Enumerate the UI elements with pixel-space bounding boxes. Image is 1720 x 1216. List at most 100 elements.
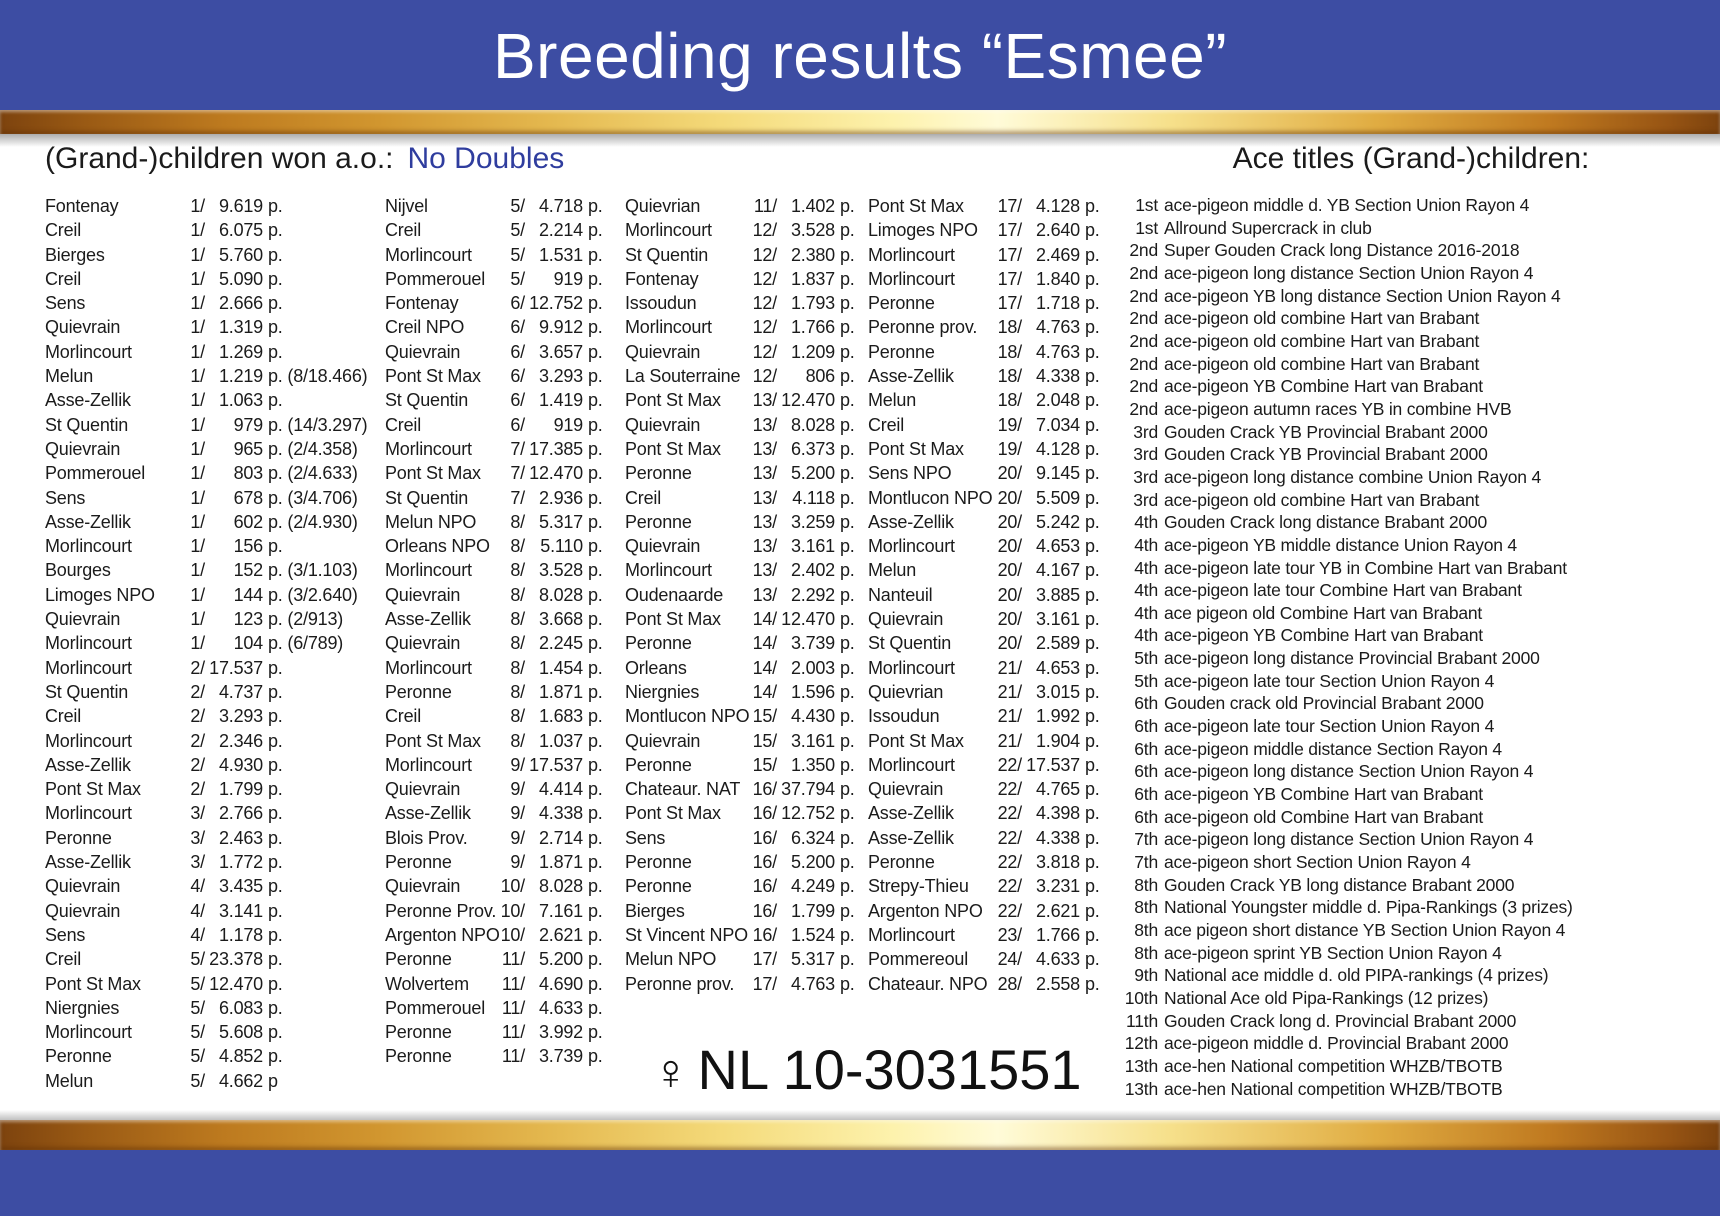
prize-place: 2/ xyxy=(190,730,205,751)
result-row: Niergnies 14/ 1.596 p. xyxy=(625,680,868,704)
count-suffix: p. xyxy=(588,584,603,605)
race-name: Bierges xyxy=(45,244,105,265)
ace-title-text: ace-pigeon old combine Hart van Brabant xyxy=(1164,330,1480,351)
prize-place: 18/ xyxy=(997,390,1023,411)
race-name: Creil xyxy=(45,949,82,970)
ace-ordinal: 8th xyxy=(1134,874,1158,895)
result-row: St Quentin 12/ 2.380 p. xyxy=(625,243,868,267)
prize-place: 13/ xyxy=(752,390,778,411)
prize-place: 4/ xyxy=(190,876,205,897)
prize-place: 6/ xyxy=(510,414,525,435)
count-suffix: p. xyxy=(840,949,855,970)
count-suffix: p. xyxy=(588,997,603,1018)
ace-ordinal: 2nd xyxy=(1129,285,1158,306)
race-name: Morlincourt xyxy=(625,317,712,338)
result-row: Pont St Max 13/ 12.470 p. xyxy=(625,388,868,412)
race-name: Morlincourt xyxy=(868,268,955,289)
count-suffix: p. xyxy=(268,900,283,921)
pigeon-count: 156 xyxy=(233,536,264,557)
race-name: Pont St Max xyxy=(625,803,721,824)
race-name: Pommereoul xyxy=(868,949,969,970)
result-row: Creil 13/ 4.118 p. xyxy=(625,486,868,510)
pigeon-count: 2.621 xyxy=(1035,900,1080,921)
pigeon-count: 3.161 xyxy=(1035,609,1080,630)
race-name: Asse-Zellik xyxy=(868,366,954,387)
race-name: Quievrain xyxy=(625,341,701,362)
prize-place: 22/ xyxy=(997,754,1023,775)
prize-place: 20/ xyxy=(997,584,1023,605)
prize-place: 18/ xyxy=(997,366,1023,387)
race-name: Asse-Zellik xyxy=(868,803,954,824)
race-name: Morlincourt xyxy=(45,1022,132,1043)
result-row: Melun 18/ 2.048 p. xyxy=(868,388,1120,412)
result-row: Pommerouel 11/ 4.633 p. xyxy=(385,996,625,1020)
result-row: Blois Prov. 9/ 2.714 p. xyxy=(385,826,625,850)
count-suffix: p. xyxy=(840,463,855,484)
pigeon-count: 5.090 xyxy=(218,268,263,289)
race-name: St Vincent NPO xyxy=(625,924,748,945)
pigeon-count: 1.871 xyxy=(538,852,583,873)
result-row: Quievrian 21/ 3.015 p. xyxy=(868,680,1120,704)
count-suffix: p. xyxy=(268,536,283,557)
result-row: Quievrain 22/ 4.765 p. xyxy=(868,777,1120,801)
result-row: Peronne 16/ 5.200 p. xyxy=(625,850,868,874)
pigeon-count: 4.852 xyxy=(218,1046,263,1067)
prize-place: 11/ xyxy=(501,1046,525,1067)
result-row: Quievrain 9/ 4.414 p. xyxy=(385,777,625,801)
race-name: Morlincourt xyxy=(45,803,132,824)
race-name: Asse-Zellik xyxy=(385,803,471,824)
result-row: Argenton NPO 10/ 2.621 p. xyxy=(385,923,625,947)
count-suffix: p. xyxy=(840,706,855,727)
count-suffix: p. xyxy=(1085,536,1100,557)
race-name: Melun NPO xyxy=(385,511,477,532)
prize-place: 12/ xyxy=(752,220,778,241)
prize-place: 6/ xyxy=(510,366,525,387)
ace-title-text: ace-pigeon old combine Hart van Brabant xyxy=(1164,489,1480,510)
prize-place: 6/ xyxy=(510,293,525,314)
prize-place: 18/ xyxy=(997,317,1023,338)
count-suffix: p. xyxy=(268,876,283,897)
ace-title-item: 10th National Ace old Pipa-Rankings (12 … xyxy=(1120,987,1702,1010)
prize-place: 28/ xyxy=(997,973,1023,994)
result-row: Creil 2/ 3.293 p. xyxy=(45,704,385,728)
race-name: Argenton NPO xyxy=(385,924,500,945)
result-row: Morlincourt 12/ 3.528 p. xyxy=(625,218,868,242)
prize-place: 20/ xyxy=(997,633,1023,654)
race-name: St Quentin xyxy=(385,390,469,411)
ace-ordinal: 13th xyxy=(1124,1078,1158,1099)
count-suffix: p. xyxy=(840,317,855,338)
result-row: Peronne 5/ 4.852 p. xyxy=(45,1044,385,1068)
count-suffix: p. xyxy=(840,827,855,848)
result-row: Asse-Zellik 20/ 5.242 p. xyxy=(868,510,1120,534)
count-suffix: p. xyxy=(840,511,855,532)
race-name: Peronne xyxy=(385,681,452,702)
ace-title-item: 4th ace-pigeon late tour Combine Hart va… xyxy=(1120,579,1702,602)
result-row: Pont St Max 19/ 4.128 p. xyxy=(868,437,1120,461)
result-row: Wolvertem 11/ 4.690 p. xyxy=(385,972,625,996)
ace-ordinal: 2nd xyxy=(1129,308,1158,329)
prize-place: 3/ xyxy=(190,852,205,873)
ring-number: ♀ NL 10-3031551 xyxy=(652,1037,1082,1102)
prize-place: 2/ xyxy=(190,657,205,678)
count-suffix: p. xyxy=(588,876,603,897)
race-name: Morlincourt xyxy=(385,754,472,775)
result-row: Quievrain 6/ 3.657 p. xyxy=(385,340,625,364)
ace-titles-heading: Ace titles (Grand-)children: xyxy=(1232,142,1590,175)
count-suffix: p. xyxy=(268,220,283,241)
female-icon: ♀ xyxy=(652,1043,690,1100)
pigeon-count: 1.319 xyxy=(218,317,263,338)
race-name: Montlucon NPO xyxy=(625,706,750,727)
ace-title-item: 3rd Gouden Crack YB Provincial Brabant 2… xyxy=(1120,443,1702,466)
count-suffix: p. xyxy=(588,268,603,289)
result-row: Morlincourt 23/ 1.766 p. xyxy=(868,923,1120,947)
prize-place: 1/ xyxy=(190,414,205,435)
race-name: Morlincourt xyxy=(45,730,132,751)
race-name: Morlincourt xyxy=(385,244,472,265)
pigeon-count: 5.200 xyxy=(790,463,835,484)
result-row: Peronne 8/ 1.871 p. xyxy=(385,680,625,704)
result-row: Asse-Zellik 1/ 1.063 p. xyxy=(45,388,385,412)
count-suffix: p. xyxy=(840,584,855,605)
race-name: Oudenaarde xyxy=(625,584,724,605)
count-suffix: p. xyxy=(268,293,283,314)
result-row: Niergnies 5/ 6.083 p. xyxy=(45,996,385,1020)
